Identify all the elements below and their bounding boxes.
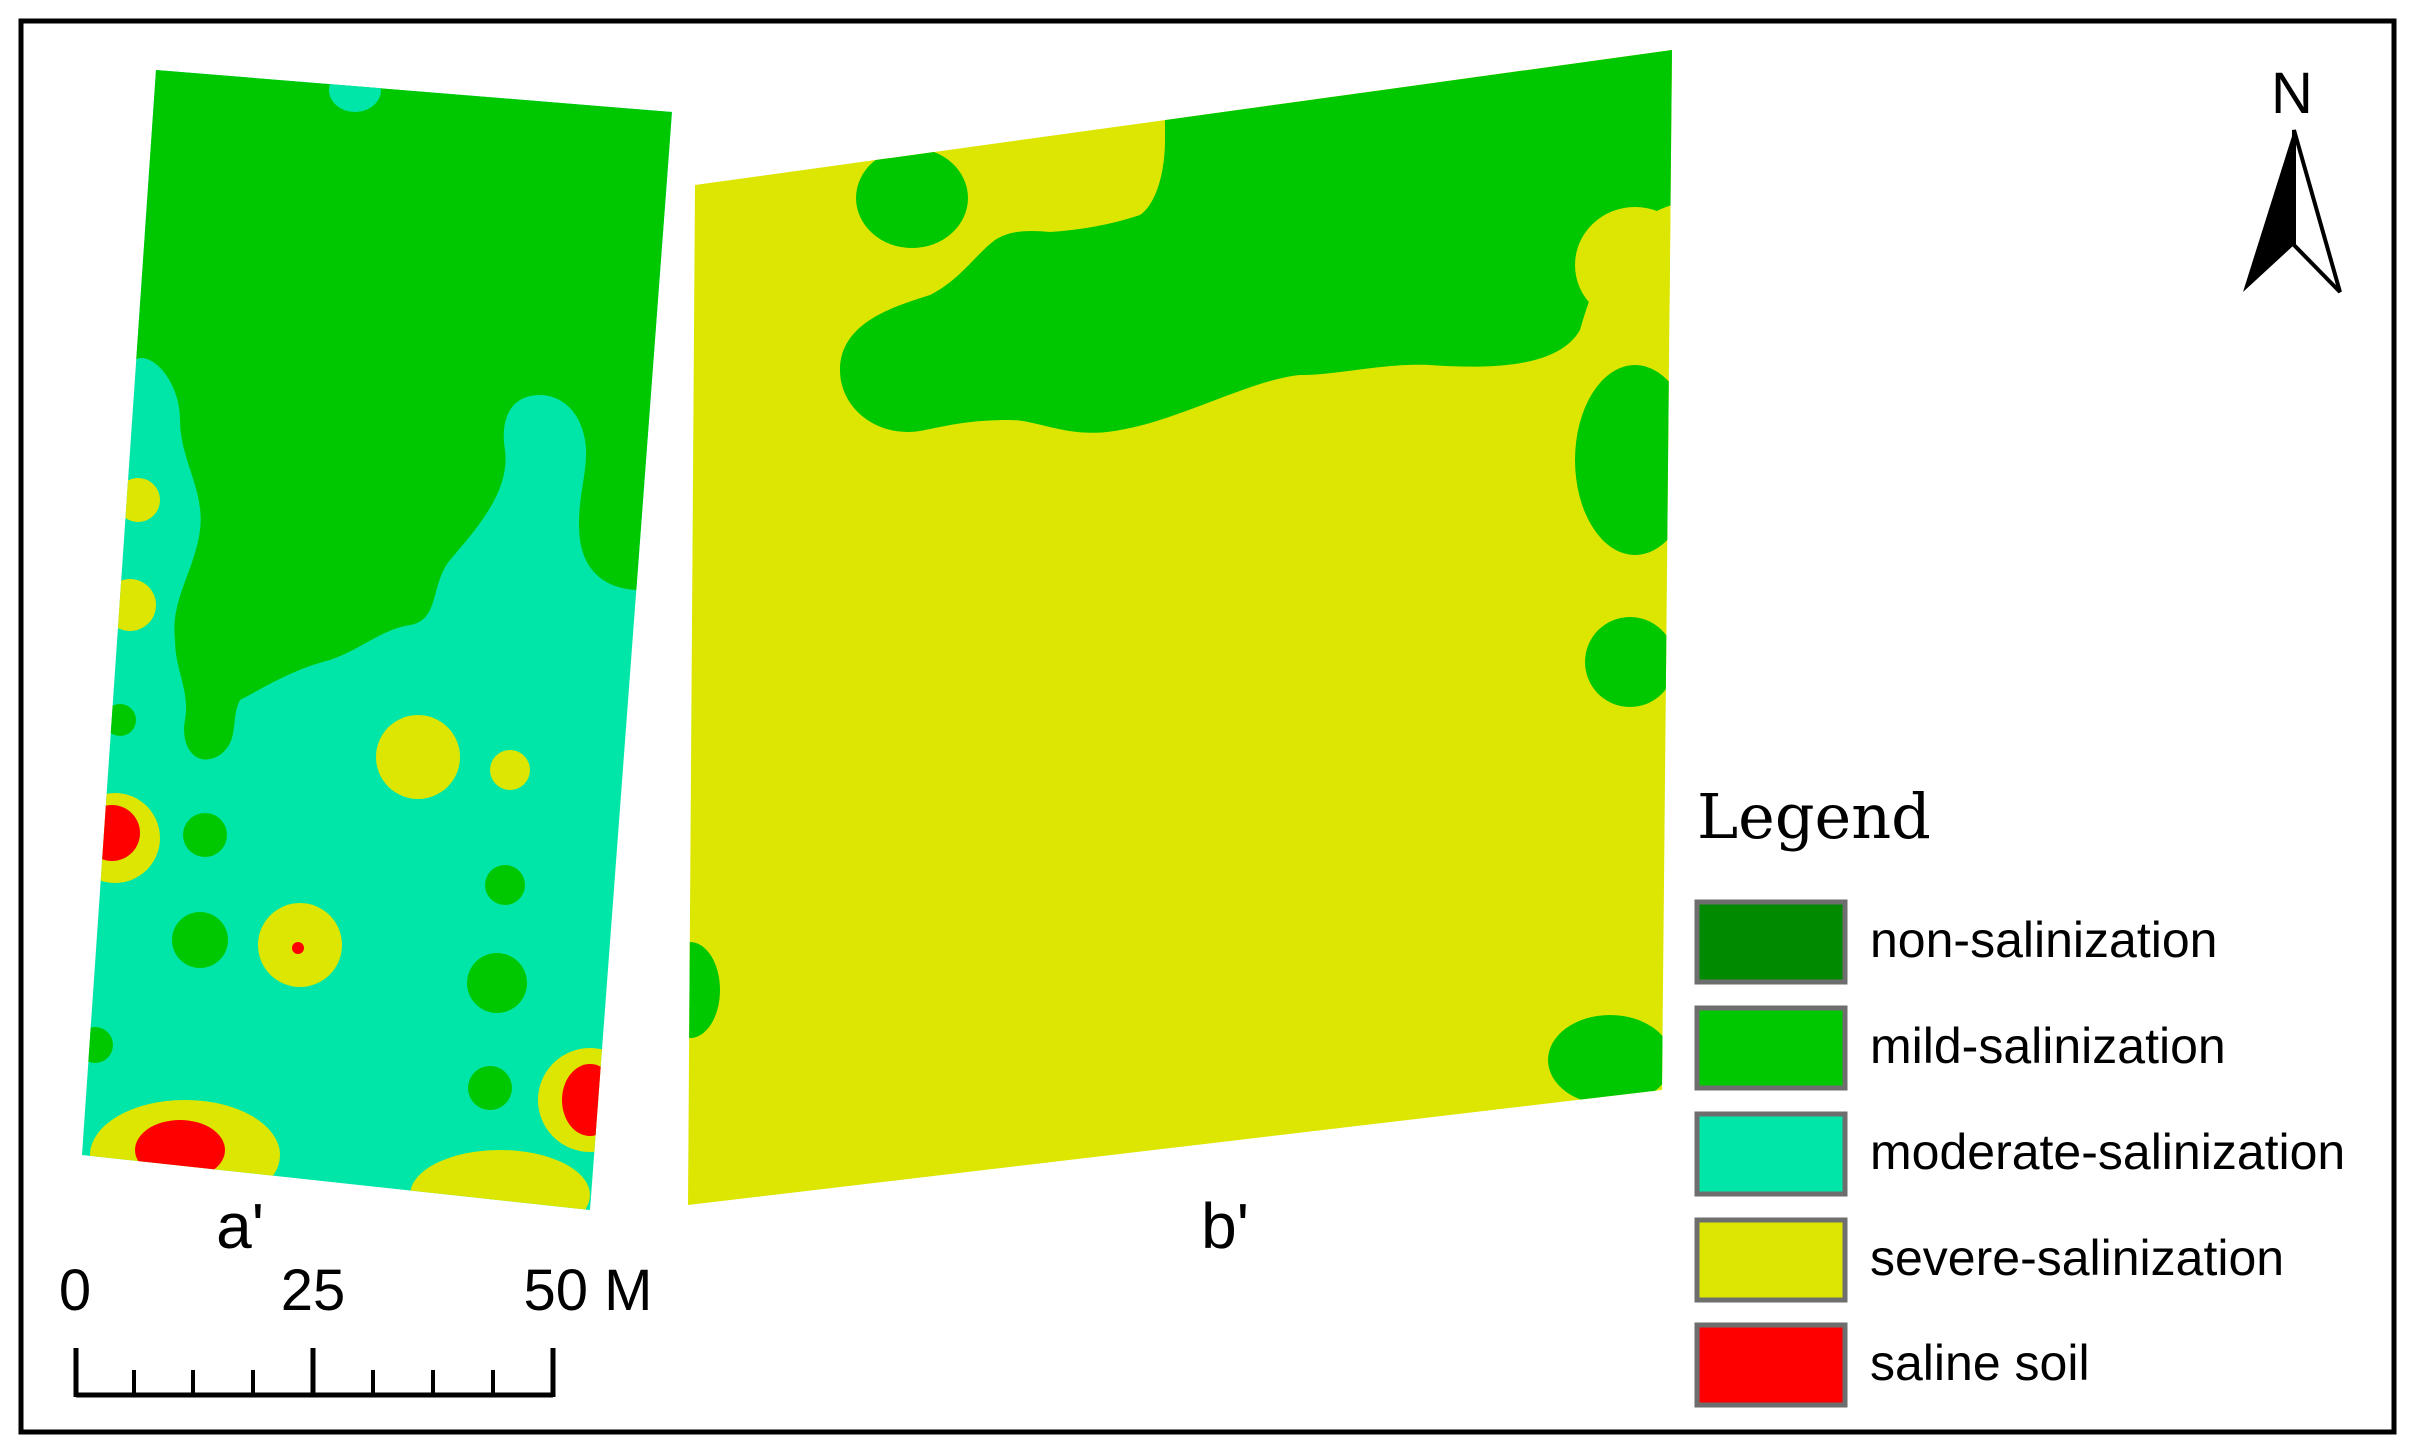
legend-swatch-saline-soil [1697, 1325, 1845, 1405]
panel-b-map [660, 40, 1695, 1220]
north-arrow-label: N [2271, 61, 2313, 126]
legend-label-saline-soil: saline soil [1870, 1335, 2090, 1391]
legend-label-moderate-salinization: moderate-salinization [1870, 1124, 2345, 1180]
legend-title: Legend [1697, 780, 1931, 853]
legend-label-non-salinization: non-salinization [1870, 912, 2217, 968]
scale-tick-label-0: 0 [59, 1258, 91, 1323]
scale-tick-label-25: 25 [281, 1258, 346, 1323]
panel-b-label: b' [1201, 1190, 1249, 1262]
legend-swatch-non-salinization [1697, 902, 1845, 982]
scale-tick-label-50: 50 M [524, 1258, 653, 1323]
legend-label-severe-salinization: severe-salinization [1870, 1230, 2284, 1286]
panel-a-label: a' [216, 1190, 264, 1262]
legend-label-mild-salinization: mild-salinization [1870, 1018, 2226, 1074]
legend-swatch-severe-salinization [1697, 1220, 1845, 1300]
legend-swatch-moderate-salinization [1697, 1114, 1845, 1194]
legend-swatch-mild-salinization [1697, 1008, 1845, 1088]
